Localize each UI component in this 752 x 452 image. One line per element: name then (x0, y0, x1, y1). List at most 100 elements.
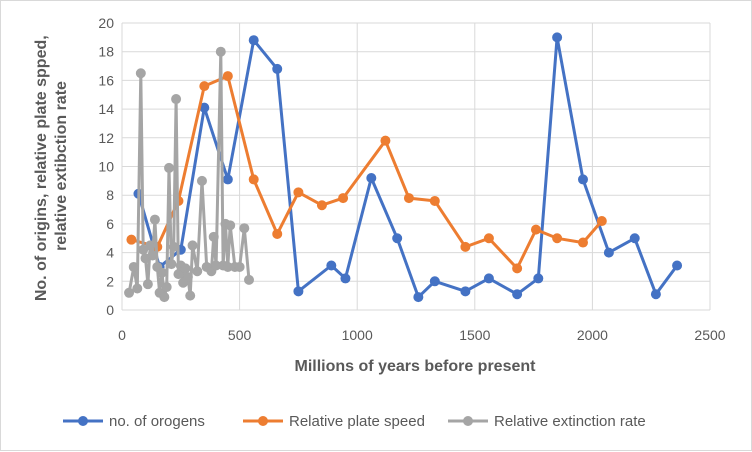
series-1 (133, 32, 683, 303)
legend-entry: Relative plate speed (243, 413, 425, 430)
y-tick-label: 10 (98, 159, 114, 175)
data-point (166, 259, 177, 270)
data-point (215, 46, 226, 57)
data-point (530, 224, 541, 235)
data-point (293, 187, 304, 198)
data-point (577, 237, 588, 248)
data-point (222, 174, 233, 185)
y-tick-label: 6 (106, 216, 114, 232)
y-axis-title: No. of origins, relative plate spped, re… (33, 31, 70, 301)
x-tick-label: 1000 (342, 327, 373, 343)
data-point (126, 234, 137, 245)
data-point (147, 250, 158, 261)
data-point (171, 94, 182, 105)
data-point (650, 289, 661, 300)
data-point (161, 282, 172, 293)
y-tick-label: 4 (106, 245, 114, 261)
data-point (577, 174, 588, 185)
legend-label: Relative extinction rate (494, 413, 646, 430)
data-point (629, 233, 640, 244)
data-point (149, 214, 160, 225)
data-point (244, 274, 255, 285)
data-point (340, 273, 351, 284)
data-point (185, 290, 196, 301)
data-point (429, 276, 440, 287)
data-point (180, 263, 191, 274)
legend-marker (78, 416, 88, 426)
data-point (483, 233, 494, 244)
legend-label: Relative plate speed (289, 413, 425, 430)
y-tick-label: 14 (98, 101, 114, 117)
data-point (293, 286, 304, 297)
svg-text:No. of origins, relative plate: No. of origins, relative plate spped, re… (33, 31, 70, 301)
data-point (196, 175, 207, 186)
data-point (272, 63, 283, 74)
data-point (316, 200, 327, 211)
data-point (552, 32, 563, 43)
legend-entry: no. of orogens (63, 413, 205, 430)
data-point (159, 292, 170, 303)
series-line (137, 35, 679, 299)
data-point (234, 261, 245, 272)
y-axis-title-line-2: relative extibction rate (53, 81, 70, 251)
data-point (326, 260, 337, 271)
data-point (168, 241, 179, 252)
data-point (413, 292, 424, 303)
x-tick-label: 2500 (694, 327, 725, 343)
gridlines (121, 22, 711, 311)
data-point (533, 273, 544, 284)
legend: no. of orogens Relative plate speed Relati… (63, 413, 646, 430)
y-tick-label: 18 (98, 44, 114, 60)
data-point (239, 223, 250, 234)
data-point (135, 68, 146, 79)
legend-entry: Relative extinction rate (448, 413, 646, 430)
data-point (208, 231, 219, 242)
data-point (392, 233, 403, 244)
y-tick-label: 16 (98, 72, 114, 88)
legend-marker (463, 416, 473, 426)
data-point (222, 71, 233, 82)
data-point (403, 193, 414, 204)
data-point (460, 241, 471, 252)
x-tick-label: 1500 (459, 327, 490, 343)
data-point (248, 35, 259, 46)
series-layer (124, 32, 683, 303)
data-point (380, 135, 391, 146)
data-point (596, 216, 607, 227)
y-tick-label: 0 (106, 302, 114, 318)
data-point (603, 247, 614, 258)
data-point (132, 283, 143, 294)
data-point (128, 261, 139, 272)
data-point (460, 286, 471, 297)
data-point (366, 172, 377, 183)
y-tick-label: 2 (106, 273, 114, 289)
data-point (248, 174, 259, 185)
data-point (338, 193, 349, 204)
data-point (429, 195, 440, 206)
data-point (225, 220, 236, 231)
y-tick-label: 20 (98, 15, 114, 31)
data-point (483, 273, 494, 284)
legend-marker (258, 416, 268, 426)
data-point (124, 287, 135, 298)
x-tick-label: 2000 (577, 327, 608, 343)
data-point (512, 289, 523, 300)
data-point (182, 271, 193, 282)
x-axis-title: Millions of years before present (295, 358, 537, 375)
data-point (187, 240, 198, 251)
series-3 (124, 46, 255, 303)
x-tick-label: 0 (118, 327, 126, 343)
data-point (199, 81, 210, 92)
y-tick-label: 12 (98, 130, 114, 146)
y-axis-title-line-1: No. of origins, relative plate spped, (33, 35, 50, 301)
data-point (272, 228, 283, 239)
axes: 0 2 4 6 8 10 12 14 16 18 20 0 500 1000 1500 2000 2500 (98, 15, 725, 343)
x-tick-label: 500 (228, 327, 252, 343)
data-point (164, 162, 175, 173)
data-point (672, 260, 683, 271)
y-tick-label: 8 (106, 187, 114, 203)
data-point (156, 267, 167, 278)
data-point (145, 240, 156, 251)
data-point (142, 279, 153, 290)
